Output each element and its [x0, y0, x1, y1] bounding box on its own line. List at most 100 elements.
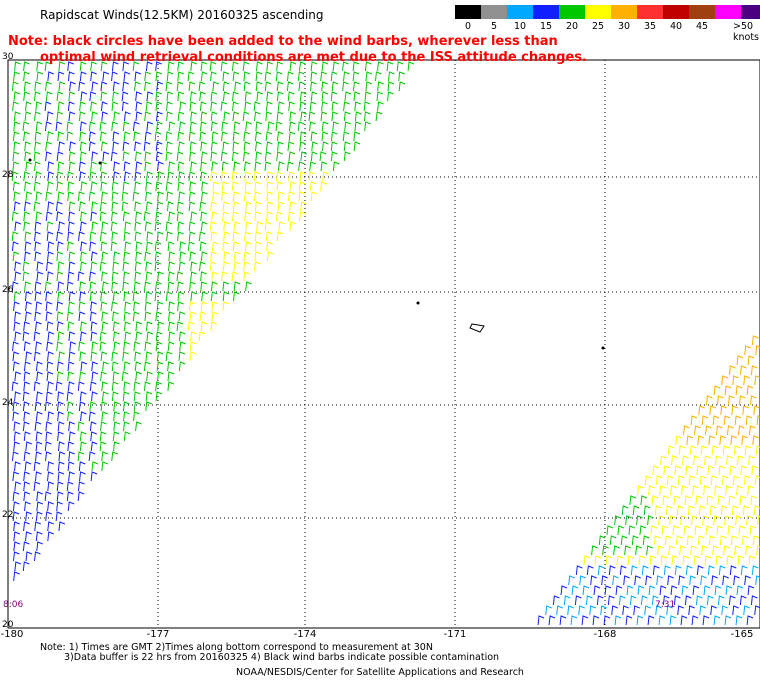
wind-barb: [113, 251, 120, 262]
wind-barb: [289, 181, 297, 192]
wind-barb: [88, 121, 96, 132]
wind-barb: [233, 121, 241, 132]
wind-barb: [23, 471, 30, 482]
wind-barb: [34, 171, 42, 182]
wind-barb: [166, 71, 174, 82]
wind-barb: [111, 191, 119, 202]
wind-barb: [189, 351, 197, 362]
wind-barb: [698, 405, 705, 416]
legend-swatch: [637, 5, 663, 19]
wind-barb: [113, 441, 120, 452]
wind-barb: [662, 595, 670, 606]
wind-barb: [188, 81, 196, 92]
wind-barb: [79, 121, 87, 132]
wind-barb: [176, 81, 184, 92]
wind-barb: [111, 201, 119, 212]
wind-barb: [91, 111, 98, 122]
wind-barb: [748, 455, 755, 466]
wind-barb: [22, 271, 30, 282]
wind-barb: [644, 605, 651, 616]
wind-barb: [705, 395, 713, 406]
wind-barb: [287, 211, 295, 222]
wind-barb: [44, 441, 52, 452]
wind-barb: [743, 375, 750, 386]
wind-barb: [187, 321, 195, 332]
wind-barb: [79, 331, 87, 342]
wind-barb: [675, 435, 683, 446]
wind-barb: [56, 251, 64, 262]
wind-barb: [200, 161, 207, 172]
legend-swatch: [533, 5, 559, 19]
legend-swatch: [741, 5, 760, 19]
wind-barb: [13, 431, 21, 442]
wind-barb: [80, 361, 88, 372]
wind-barb: [177, 131, 185, 142]
wind-barb: [677, 475, 685, 486]
wind-barb: [144, 111, 151, 122]
wind-barb: [56, 321, 64, 332]
wind-barb: [12, 501, 20, 512]
wind-barb: [741, 535, 749, 546]
wind-barb: [77, 491, 85, 502]
lat-label-20: 20: [2, 620, 14, 630]
wind-barb: [122, 261, 130, 272]
wind-barb: [12, 511, 20, 522]
wind-barb: [377, 81, 384, 92]
wind-barb: [57, 391, 64, 402]
wind-barb: [720, 405, 727, 416]
wind-barb: [377, 61, 384, 72]
wind-barb: [696, 565, 704, 576]
wind-barb: [211, 211, 218, 222]
wind-barb: [179, 251, 187, 262]
wind-barb: [12, 161, 20, 172]
wind-barb: [145, 101, 153, 112]
wind-barb: [210, 201, 217, 212]
wind-barb: [80, 211, 87, 222]
wind-barb: [165, 81, 173, 92]
wind-barb: [222, 71, 230, 82]
wind-barb: [264, 71, 272, 82]
wind-barb: [144, 251, 151, 262]
wind-barb: [135, 331, 143, 342]
wind-barb: [683, 525, 691, 536]
wind-barb: [612, 575, 619, 586]
wind-barb: [90, 251, 98, 262]
wind-barb: [178, 121, 186, 132]
wind-barb: [67, 301, 75, 312]
wind-barb: [134, 361, 142, 372]
wind-barb: [625, 515, 632, 526]
wind-barb: [199, 121, 207, 132]
wind-barb: [639, 525, 647, 536]
wind-barb: [23, 521, 30, 532]
wind-barb: [288, 101, 295, 112]
wind-barb: [113, 161, 120, 172]
wind-barb: [277, 201, 285, 212]
wind-barb: [101, 271, 108, 282]
wind-barb: [675, 535, 683, 546]
wind-barb: [627, 555, 635, 566]
wind-barb: [167, 261, 175, 272]
wind-barb: [47, 531, 54, 542]
wind-barb: [210, 71, 217, 82]
wind-barb: [100, 61, 108, 72]
wind-barb: [110, 151, 118, 162]
wind-barb: [45, 311, 53, 322]
wind-barb: [58, 141, 65, 152]
wind-barb: [57, 461, 65, 472]
wind-barb: [123, 381, 130, 392]
wind-barb: [57, 281, 65, 292]
wind-barb: [177, 91, 185, 102]
wind-barb: [685, 465, 693, 476]
wind-barb: [14, 371, 22, 382]
wind-barb: [255, 121, 263, 132]
wind-barb: [754, 375, 760, 386]
wind-barb: [79, 131, 86, 142]
wind-barb: [708, 435, 716, 446]
wind-barb: [739, 365, 747, 376]
wind-barb: [80, 91, 88, 102]
wind-barb: [298, 61, 306, 72]
wind-barb: [23, 131, 30, 142]
wind-barb: [211, 311, 219, 322]
wind-barb: [746, 615, 754, 626]
wind-barb: [14, 221, 22, 232]
